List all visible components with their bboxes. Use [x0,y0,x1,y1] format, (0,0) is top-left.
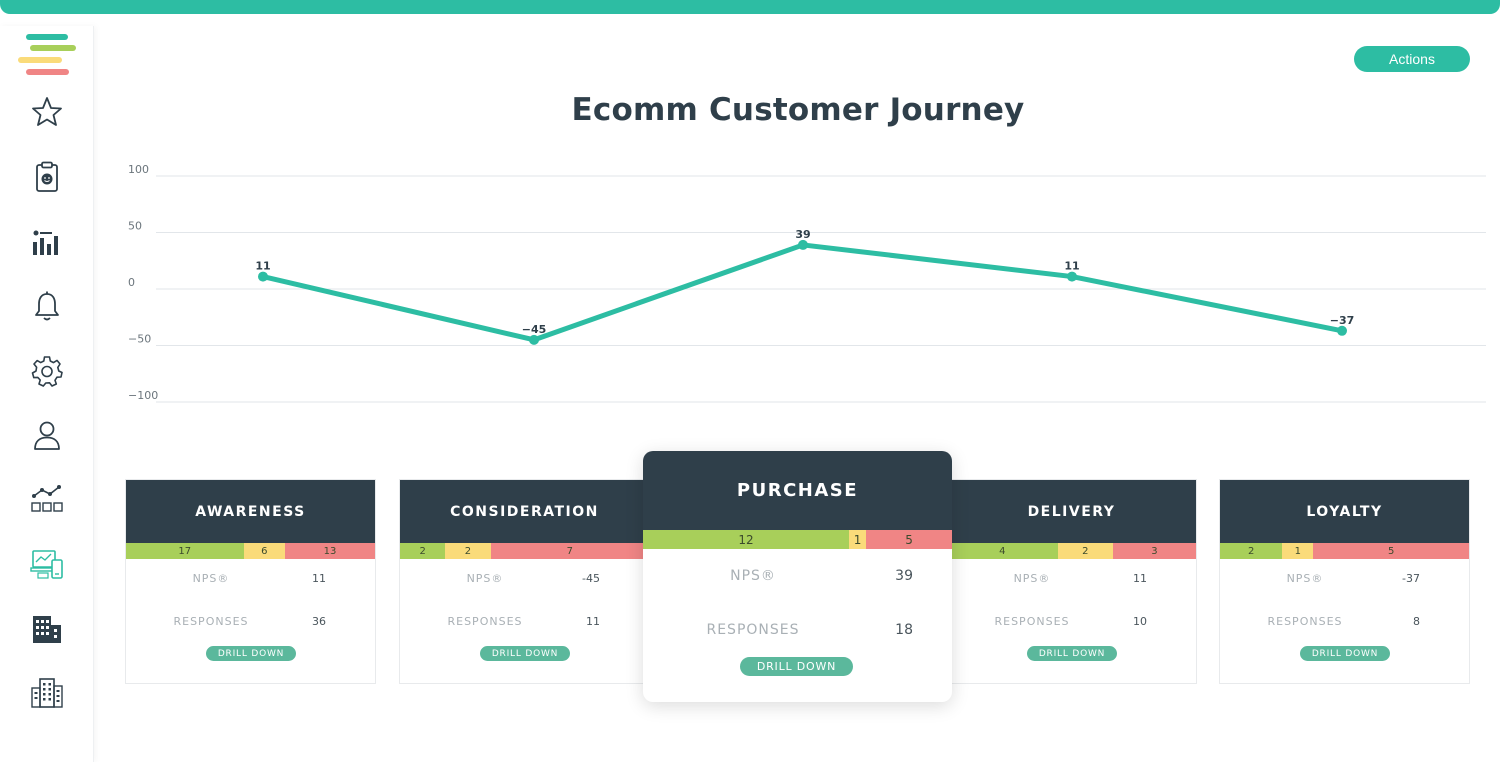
nps-row: NPS® 39 [653,568,913,584]
promoters-segment: 2 [1220,543,1283,559]
promoters-segment: 4 [947,543,1058,559]
nps-distribution-bar: 17 6 13 [126,543,375,559]
data-label: 11 [255,260,270,273]
bell-icon[interactable] [27,287,67,327]
data-point[interactable] [529,334,539,345]
responses-row: RESPONSES 11 [410,615,600,628]
office-building-icon[interactable] [27,673,67,713]
nps-label: NPS® [730,568,776,584]
y-tick-label: −50 [128,333,151,346]
responses-row: RESPONSES 10 [957,615,1147,628]
responses-value: 11 [586,615,600,628]
sidebar [0,26,94,762]
nps-line-chart: 100 50 0 −50 −100 11 −45 39 11 −37 [116,163,1486,414]
nps-value: 11 [1133,572,1147,585]
nps-label: NPS® [192,572,230,585]
star-icon[interactable] [27,92,67,132]
stage-title: LOYALTY [1220,480,1469,543]
page-title: Ecomm Customer Journey [571,92,1025,128]
stage-title: DELIVERY [947,480,1196,543]
nps-value: 39 [895,568,913,584]
responses-label: RESPONSES [706,622,800,638]
chart-svg: 100 50 0 −50 −100 11 −45 39 11 −37 [128,163,1486,403]
menu-logo[interactable] [18,34,78,80]
responses-label: RESPONSES [173,615,249,628]
passives-segment: 1 [849,530,867,549]
data-label: −45 [522,323,547,336]
detractors-segment: 5 [1313,543,1469,559]
nps-value: -37 [1402,572,1420,585]
passives-segment: 2 [1057,543,1113,559]
nps-row: NPS® 11 [957,572,1147,585]
nps-value: 11 [312,572,326,585]
nps-row: NPS® -45 [410,572,600,585]
promoters-segment: 2 [400,543,446,559]
responses-label: RESPONSES [1267,615,1343,628]
nps-distribution-bar: 12 1 5 [643,530,952,549]
user-icon[interactable] [27,415,67,455]
stage-card-awareness: AWARENESS 17 6 13 NPS® 11 RESPONSES 36 DRILL… [125,479,376,684]
responses-value: 8 [1413,615,1420,628]
stage-cards: AWARENESS 17 6 13 NPS® 11 RESPONSES 36 DRILL… [96,14,1500,762]
drill-down-button[interactable]: DRILL DOWN [740,657,853,676]
responses-value: 10 [1133,615,1147,628]
data-label: −37 [1330,314,1355,327]
gear-icon[interactable] [27,351,67,391]
building-icon[interactable] [27,609,67,649]
detractors-segment: 13 [285,543,375,559]
drill-down-button[interactable]: DRILL DOWN [480,646,570,661]
responses-label: RESPONSES [994,615,1070,628]
y-tick-label: −100 [128,389,158,402]
responses-row: RESPONSES 8 [1230,615,1420,628]
passives-segment: 2 [445,543,491,559]
y-tick-label: 50 [128,220,142,233]
nps-label: NPS® [466,572,504,585]
responses-value: 36 [312,615,326,628]
stage-card-purchase: PURCHASE 12 1 5 NPS® 39 RESPONSES 18 DRILL D… [643,451,952,702]
responses-row: RESPONSES 18 [653,622,913,638]
top-accent-bar [0,0,1500,14]
detractors-segment: 7 [490,543,649,559]
detractors-segment: 5 [866,530,952,549]
data-label: 11 [1064,260,1079,273]
nps-label: NPS® [1013,572,1051,585]
y-tick-label: 100 [128,163,149,176]
data-point[interactable] [1337,325,1347,336]
data-point[interactable] [1067,271,1077,282]
responses-value: 18 [895,622,913,638]
drill-down-button[interactable]: DRILL DOWN [1027,646,1117,661]
detractors-segment: 3 [1112,543,1196,559]
stage-title: AWARENESS [126,480,375,543]
bar-chart-icon[interactable] [27,222,67,262]
promoters-segment: 17 [126,543,244,559]
journey-icon[interactable] [27,480,67,520]
drill-down-button[interactable]: DRILL DOWN [206,646,296,661]
nps-label: NPS® [1286,572,1324,585]
actions-button[interactable]: Actions [1354,46,1470,72]
data-point[interactable] [798,239,808,250]
promoters-segment: 12 [643,530,849,549]
main-content: Actions Ecomm Customer Journey 100 50 0 −50… [96,14,1500,762]
nps-row: NPS® -37 [1230,572,1420,585]
stage-title: CONSIDERATION [400,480,649,543]
data-point[interactable] [258,271,268,282]
responses-row: RESPONSES 36 [136,615,326,628]
nps-value: -45 [582,572,600,585]
responses-label: RESPONSES [447,615,523,628]
dashboard-devices-icon[interactable] [27,544,67,584]
y-tick-label: 0 [128,276,135,289]
passives-segment: 6 [243,543,286,559]
nps-row: NPS® 11 [136,572,326,585]
data-label: 39 [795,228,810,241]
drill-down-button[interactable]: DRILL DOWN [1300,646,1390,661]
clipboard-face-icon[interactable] [27,157,67,197]
passives-segment: 1 [1282,543,1314,559]
stage-title: PURCHASE [643,451,952,530]
